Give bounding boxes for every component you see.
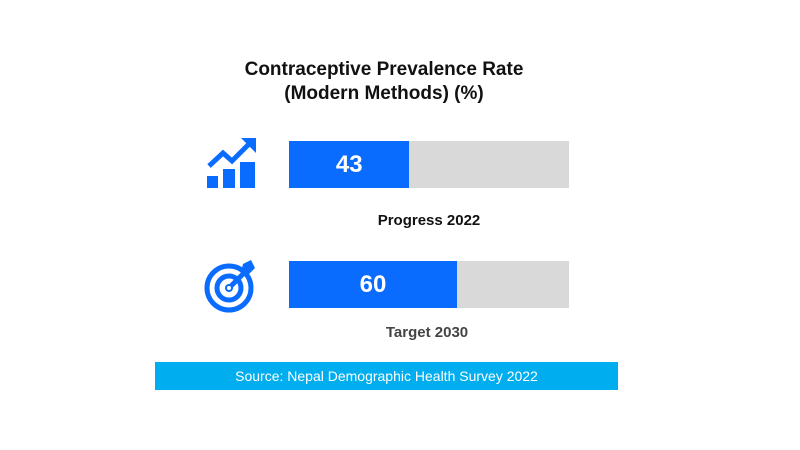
chart-title-line-2: (Modern Methods) (%) [284,83,484,104]
chart-title: Contraceptive Prevalence Rate (Modern Me… [184,58,584,106]
bar-track-progress: 43 [289,141,569,188]
growth-chart-icon [205,136,259,190]
bar-value-label: 43 [335,150,363,178]
bar-track-target: 60 [289,261,569,308]
chart-title-line-1: Contraceptive Prevalence Rate [244,59,524,80]
target-icon [203,258,259,314]
source-text: Source: Nepal Demographic Health Survey … [235,368,538,384]
bar-target: 60 [289,261,457,308]
bar-value-label: 60 [359,270,387,298]
category-label-progress: Progress 2022 [377,212,481,229]
source-banner: Source: Nepal Demographic Health Survey … [155,362,618,390]
bar-progress: 43 [289,141,410,188]
category-label-target: Target 2030 [385,324,469,341]
